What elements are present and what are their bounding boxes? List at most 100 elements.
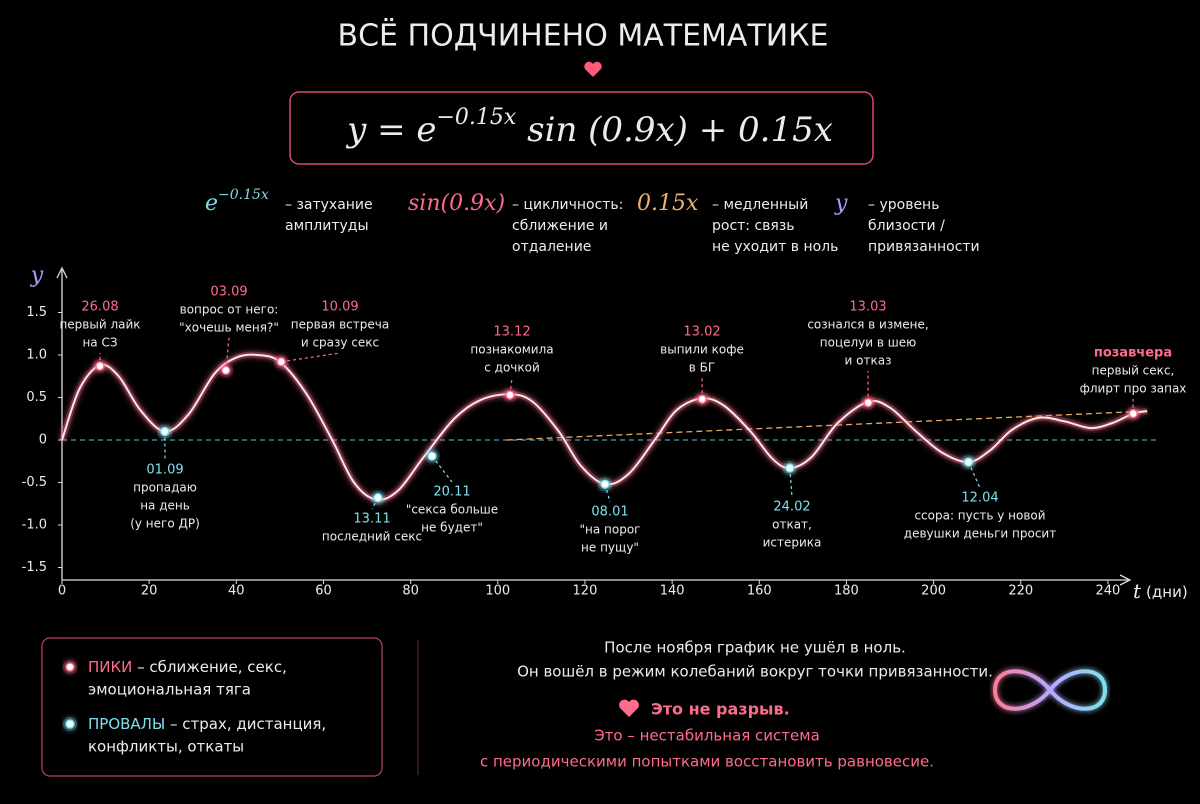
x-tick-label: 40 [228,584,245,599]
event-text: истерика [763,536,822,550]
event-point [96,362,104,370]
term-description: привязанности [868,239,980,255]
event-text: первая встреча [291,318,389,332]
y-tick-label: 1.0 [26,348,47,363]
term-description: не уходит в ноль [712,239,838,255]
x-tick-label: 140 [660,584,685,599]
event-text: в БГ [689,361,715,375]
y-tick-label: 1.5 [26,305,47,320]
event-date: 20.11 [433,485,470,500]
event-date: 24.02 [773,500,810,515]
legend-name: ПИКИ [88,658,132,676]
event-point [161,428,169,436]
x-tick-label: 120 [573,584,598,599]
conclusion-accent-text: Это – нестабильная система [594,727,820,745]
event-text: пропадаю [133,481,197,495]
legend-description: – сближение, секс, [132,658,286,676]
event-text: ссора: пусть у новой [914,509,1045,523]
event-point [1129,410,1137,418]
formula-lhs: y = e [345,110,436,150]
event-text: не пущу" [581,541,639,555]
event-text: "на порог [580,523,641,537]
x-tick-label: 80 [402,584,419,599]
legend-entry: ПРОВАЛЫ – страх, дистанция, [88,715,326,733]
x-tick-label: 180 [834,584,859,599]
event-point [428,452,436,460]
event-date: позавчера [1094,346,1172,361]
legend-name: ПРОВАЛЫ [88,715,165,733]
event-text: не будет" [421,521,483,535]
term: 0.15x [637,191,699,216]
conclusion-text: Он вошёл в режим колебаний вокруг точки … [517,663,993,681]
event-date: 13.12 [493,325,530,340]
term-description: близости / [868,218,945,234]
event-text: поцелуи в шею [820,336,916,350]
y-tick-label: 0 [39,433,47,448]
term-description: отдаление [512,239,591,255]
conclusion-accent-text: с периодическими попытками восстановить … [480,753,934,771]
event-point [601,480,609,488]
event-date: 13.02 [683,325,720,340]
event-text: познакомила [470,343,553,357]
event-text: девушки деньги просит [904,527,1056,541]
term-exponent: −0.15x [218,187,269,203]
x-tick-label: 200 [921,584,946,599]
legend-description: эмоциональная тяга [88,681,251,699]
event-text: откат, [772,518,812,532]
event-text: с дочкой [484,361,540,375]
term-base: e [205,191,218,216]
event-text: "секса больше [406,503,498,517]
event-text: последний секс [322,530,422,544]
term: y [834,191,848,216]
x-tick-label: 220 [1008,584,1033,599]
event-text: "хочешь меня?" [179,321,279,335]
event-point [786,464,794,472]
event-date: 26.08 [81,300,118,315]
x-tick-label: 100 [485,584,510,599]
x-axis-symbol: t [1133,579,1142,603]
term-description: сближение и [512,218,608,234]
y-tick-label: -0.5 [22,475,47,490]
event-date: 03.09 [210,285,247,300]
event-point [222,366,230,374]
legend-description: – страх, дистанция, [165,715,326,733]
term-description: рост: связь [712,218,795,234]
y-tick-label: -1.5 [22,560,47,575]
event-date: 10.09 [321,300,358,315]
event-point [277,358,285,366]
event-text: на СЗ [82,336,117,350]
y-tick-label: 0.5 [26,390,47,405]
event-text: выпили кофе [660,343,744,357]
conclusion-accent: Это не разрыв. [651,700,790,719]
legend-marker [66,720,74,728]
event-text: и сразу секс [301,336,379,350]
event-date: 01.09 [146,463,183,478]
conclusion-text: После ноября график не ушёл в ноль. [604,639,906,657]
x-tick-label: 60 [315,584,332,599]
term-description: – затухание [285,197,373,213]
event-text: вопрос от него: [180,303,279,317]
title: ВСЁ ПОДЧИНЕНО МАТЕМАТИКЕ [338,18,829,54]
event-text: сознался в измене, [807,318,928,332]
formula-rhs: sin (0.9x) + 0.15x [516,110,833,150]
x-axis-unit: (дни) [1146,583,1188,601]
legend-marker [66,663,74,671]
event-date: 13.03 [849,300,886,315]
y-tick-label: -1.0 [22,518,47,533]
event-point [506,391,514,399]
x-tick-label: 160 [747,584,772,599]
event-text: флирт про запах [1080,382,1187,396]
y-axis-label: y [30,263,44,288]
event-text: первый секс, [1092,364,1175,378]
x-tick-label: 20 [141,584,158,599]
formula-exponent: −0.15x [437,105,517,130]
event-point [864,399,872,407]
term-base: sin(0.9x) [408,191,505,216]
event-text: первый лайк [59,318,140,332]
formula: y = e−0.15x sin (0.9x) + 0.15x [345,105,833,150]
legend-entry: ПИКИ – сближение, секс, [88,658,287,676]
term: sin(0.9x) [408,191,505,216]
legend-description: конфликты, откаты [88,738,244,756]
x-tick-label: 240 [1096,584,1121,599]
